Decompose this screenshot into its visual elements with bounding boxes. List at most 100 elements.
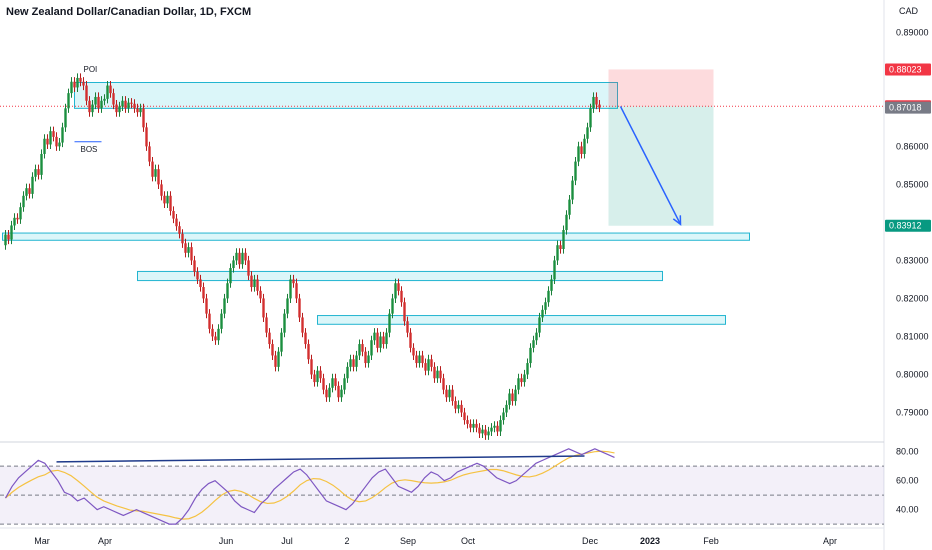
currency-label: CAD — [898, 6, 918, 16]
candle-body — [85, 85, 88, 101]
candle-body — [10, 225, 13, 240]
time-tick-label: Apr — [98, 536, 112, 546]
candle-body — [478, 427, 481, 434]
rsi-tick-label: 40.00 — [896, 505, 919, 515]
candle-body — [73, 81, 76, 88]
candle-body — [526, 363, 529, 375]
candle-body — [388, 313, 391, 333]
candle-body — [583, 138, 586, 154]
projection-arrow — [619, 106, 682, 225]
candle-body — [235, 252, 238, 261]
candle-body — [274, 355, 277, 367]
candle-body — [256, 279, 259, 291]
time-tick-label: Dec — [582, 536, 599, 546]
candle-body — [457, 404, 460, 409]
price-tick-label: 0.82000 — [896, 293, 929, 303]
candle-body — [115, 104, 118, 113]
candle-body — [463, 412, 466, 421]
candle-body — [460, 404, 463, 413]
candle-body — [577, 146, 580, 162]
candle-body — [127, 102, 130, 109]
candle-body — [49, 131, 52, 145]
candle-body — [292, 279, 295, 284]
candle-body — [199, 279, 202, 288]
candle-body — [166, 195, 169, 204]
candle-body — [364, 351, 367, 364]
price-label-bg — [885, 63, 931, 76]
candle-body — [241, 252, 244, 265]
supply-demand-zone — [74, 81, 618, 109]
price-tick-label: 0.83000 — [896, 255, 929, 265]
candle-body — [322, 378, 325, 390]
candle-body — [475, 423, 478, 428]
candle-body — [340, 389, 343, 398]
price-tick-label: 0.85000 — [896, 179, 929, 189]
candle-body — [253, 279, 256, 288]
time-tick-label: Sep — [400, 536, 416, 546]
candle-body — [547, 290, 550, 303]
candle-body — [136, 108, 139, 113]
candle-body — [226, 283, 229, 299]
candle-body — [517, 378, 520, 390]
candle-body — [100, 100, 103, 109]
candle-body — [61, 127, 64, 143]
candle-body — [193, 260, 196, 272]
candle-body — [358, 344, 361, 356]
candle-body — [493, 425, 496, 428]
candle-body — [34, 169, 37, 177]
time-tick-label: Jul — [281, 536, 293, 546]
candle-body — [112, 93, 115, 105]
candle-body — [145, 127, 148, 147]
candle-body — [370, 340, 373, 356]
candle-body — [13, 217, 16, 226]
candle-body — [205, 298, 208, 314]
candle-body — [466, 420, 469, 424]
candle-body — [505, 404, 508, 413]
candle-body — [319, 370, 322, 379]
candle-body — [97, 96, 100, 109]
candle-body — [124, 100, 127, 109]
price-tick-label: 0.81000 — [896, 331, 929, 341]
time-tick-label: Apr — [823, 536, 837, 546]
candle-body — [529, 347, 532, 364]
price-tick-label: 0.89000 — [896, 27, 929, 37]
candle-body — [211, 328, 214, 337]
candle-body — [394, 283, 397, 299]
candle-body — [442, 378, 445, 390]
candle-body — [487, 431, 490, 436]
candle-body — [382, 336, 385, 345]
candle-body — [541, 309, 544, 318]
candle-body — [397, 283, 400, 291]
candle-body — [31, 176, 34, 194]
candle-body — [181, 233, 184, 244]
candle-body — [169, 195, 172, 211]
candle-body — [151, 161, 154, 177]
candle-body — [160, 184, 163, 196]
candle-body — [139, 108, 142, 113]
candle-body — [178, 226, 181, 234]
price-tick-label: 0.79000 — [896, 407, 929, 417]
price-label-text: 0.83912 — [889, 221, 922, 231]
price-label-text: 0.87018 — [889, 103, 922, 113]
chart-title: New Zealand Dollar/Canadian Dollar, 1D, … — [6, 6, 252, 18]
candle-body — [208, 313, 211, 329]
candle-body — [187, 247, 190, 253]
candle-body — [550, 279, 553, 291]
candle-body — [508, 393, 511, 405]
candle-body — [22, 195, 25, 208]
candle-body — [409, 332, 412, 348]
candle-body — [79, 77, 82, 82]
candle-body — [454, 401, 457, 409]
rsi-tick-label: 80.00 — [896, 447, 919, 457]
candle-body — [535, 332, 538, 341]
candle-body — [436, 370, 439, 379]
candle-body — [172, 210, 175, 219]
candle-body — [439, 370, 442, 379]
candle-body — [37, 169, 40, 175]
candle-body — [262, 298, 265, 318]
candle-body — [490, 427, 493, 432]
candle-body — [511, 393, 514, 402]
candle-body — [16, 217, 19, 220]
candle-body — [373, 332, 376, 341]
